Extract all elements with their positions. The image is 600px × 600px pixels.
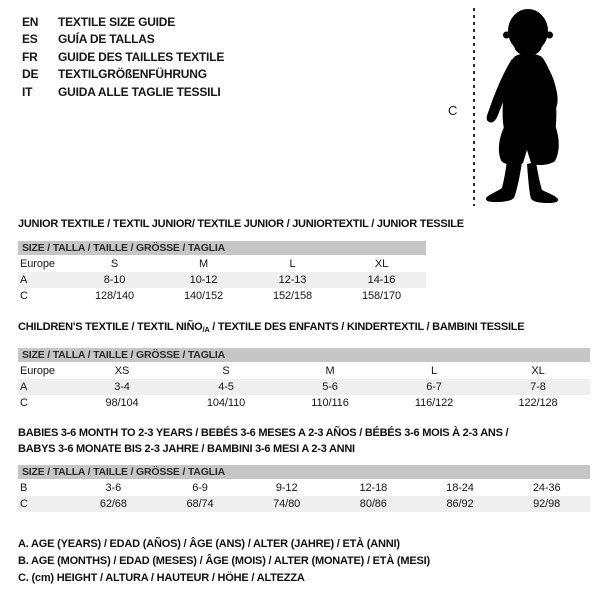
size-cell: 12-13 — [278, 274, 307, 286]
height-reference-dotted-line — [473, 8, 475, 206]
height-measure-label: C — [448, 103, 458, 118]
table-title-subscript: /A — [202, 325, 210, 334]
size-cell: 74/80 — [273, 498, 301, 510]
table-title-text: CHILDREN'S TEXTILE / TEXTIL NIÑO — [18, 321, 203, 333]
size-header-bar: SIZE / TALLA / TAILLE / GRÖSSE / TAGLIA — [18, 465, 590, 479]
size-cell: 122/128 — [518, 397, 558, 409]
row-label: C — [20, 397, 28, 409]
table-title-line2: BABYS 3-6 MONATE BIS 2-3 JAHRE / BAMBINI… — [18, 443, 355, 455]
language-title: GUÍA DE TALLAS — [58, 32, 155, 47]
size-cell: 24-36 — [532, 482, 561, 494]
size-cell: L — [430, 365, 438, 377]
size-cell: 9-12 — [275, 482, 298, 494]
language-code: IT — [22, 84, 33, 99]
table-row: Europe XS S M L XL — [18, 363, 590, 379]
size-cell: 98/104 — [105, 397, 139, 409]
language-title: GUIDE DES TAILLES TEXTILE — [58, 49, 225, 64]
language-row: DE TEXTILGRÖßENFÜHRUNG — [22, 66, 224, 84]
size-cell: 6-9 — [192, 482, 208, 494]
language-title: TEXTILGRÖßENFÜHRUNG — [58, 67, 207, 82]
size-cell: S — [110, 258, 119, 270]
legend-line-b: B. AGE (MONTHS) / EDAD (MESES) / ÂGE (MO… — [18, 555, 430, 567]
size-cell: 68/74 — [186, 498, 214, 510]
size-cell: M — [198, 258, 209, 270]
language-row: ES GUÍA DE TALLAS — [22, 31, 224, 49]
size-cell: 140/152 — [183, 290, 224, 302]
size-cell: 80/86 — [359, 498, 387, 510]
size-cell: 152/158 — [272, 290, 313, 302]
language-title-block: EN TEXTILE SIZE GUIDE ES GUÍA DE TALLAS … — [22, 13, 224, 101]
size-cell: 4-5 — [218, 381, 234, 393]
size-cell: 7-8 — [530, 381, 546, 393]
language-row: FR GUIDE DES TAILLES TEXTILE — [22, 48, 224, 66]
table-row: A 8-10 10-12 12-13 14-16 — [18, 272, 426, 288]
table-row: C 62/68 68/74 74/80 80/86 86/92 92/98 — [18, 496, 590, 512]
junior-textile-table: JUNIOR TEXTILE / TEXTIL JUNIOR/ TEXTILE … — [18, 218, 464, 308]
size-cell: 62/68 — [99, 498, 127, 510]
size-cell: 116/122 — [414, 397, 454, 409]
row-label: C — [20, 498, 28, 510]
row-label: Europe — [20, 258, 55, 270]
row-label: A — [20, 274, 28, 286]
size-cell: XL — [374, 258, 389, 270]
size-cell: M — [325, 365, 335, 377]
language-row: EN TEXTILE SIZE GUIDE — [22, 13, 224, 31]
table-row: C 98/104 104/110 110/116 116/122 122/128 — [18, 395, 590, 411]
legend-line-a: A. AGE (YEARS) / EDAD (AÑOS) / ÂGE (ANS)… — [18, 538, 400, 550]
language-code: ES — [22, 32, 38, 47]
childrens-textile-table: CHILDREN'S TEXTILE / TEXTIL NIÑO/A / TEX… — [18, 321, 590, 415]
row-label: A — [20, 381, 28, 393]
size-cell: 3-6 — [105, 482, 122, 494]
size-cell: 158/170 — [361, 290, 402, 302]
size-cell: XS — [114, 365, 130, 377]
table-row: B 3-6 6-9 9-12 12-18 18-24 24-36 — [18, 480, 590, 496]
size-cell: 3-4 — [114, 381, 130, 393]
size-cell: 110/116 — [311, 397, 349, 409]
size-cell: 104/110 — [206, 397, 246, 409]
baby-silhouette-icon — [485, 9, 559, 203]
size-cell: 86/92 — [446, 498, 474, 510]
size-cell: 18-24 — [446, 482, 474, 494]
language-title: TEXTILE SIZE GUIDE — [58, 14, 176, 29]
table-row: A 3-4 4-5 5-6 6-7 7-8 — [18, 379, 590, 395]
size-cell: 14-16 — [367, 274, 396, 286]
size-cell: L — [289, 258, 296, 270]
table-title-line1: BABIES 3-6 MONTH TO 2-3 YEARS / BEBÉS 3-… — [18, 427, 509, 439]
babies-textile-table: BABIES 3-6 MONTH TO 2-3 YEARS / BEBÉS 3-… — [18, 427, 590, 516]
row-label: B — [20, 482, 28, 494]
legend-line-c: C. (cm) HEIGHT / ALTURA / HAUTEUR / HÖHE… — [18, 572, 305, 584]
row-label: C — [20, 290, 28, 302]
language-code: EN — [22, 14, 39, 29]
size-cell: 8-10 — [103, 274, 126, 286]
language-row: IT GUIDA ALLE TAGLIE TESSILI — [22, 83, 224, 101]
language-title: GUIDA ALLE TAGLIE TESSILI — [58, 84, 221, 99]
size-cell: 12-18 — [359, 482, 388, 494]
size-cell: 5-6 — [322, 381, 338, 393]
size-cell: 128/140 — [94, 290, 135, 302]
size-cell: XL — [531, 365, 545, 377]
size-cell: 92/98 — [533, 498, 561, 510]
size-header-bar: SIZE / TALLA / TAILLE / GRÖSSE / TAGLIA — [18, 241, 426, 255]
size-cell: 10-12 — [189, 274, 218, 286]
table-row: Europe S M L XL — [18, 256, 426, 272]
language-code: DE — [22, 67, 39, 82]
row-label: Europe — [20, 365, 55, 377]
table-title: CHILDREN'S TEXTILE / TEXTIL NIÑO/A / TEX… — [18, 321, 525, 334]
table-row: C 128/140 140/152 152/158 158/170 — [18, 288, 426, 304]
table-title: BABIES 3-6 MONTH TO 2-3 YEARS / BEBÉS 3-… — [18, 427, 509, 459]
table-title: JUNIOR TEXTILE / TEXTIL JUNIOR/ TEXTILE … — [18, 218, 464, 230]
size-cell: S — [222, 365, 230, 377]
measurement-legend: A. AGE (YEARS) / EDAD (AÑOS) / ÂGE (ANS)… — [18, 536, 430, 587]
size-cell: 6-7 — [426, 381, 442, 393]
size-header-bar: SIZE / TALLA / TAILLE / GRÖSSE / TAGLIA — [18, 348, 590, 362]
language-code: FR — [22, 49, 38, 64]
table-title-text: / TEXTILE DES ENFANTS / KINDERTEXTIL / B… — [209, 321, 525, 333]
